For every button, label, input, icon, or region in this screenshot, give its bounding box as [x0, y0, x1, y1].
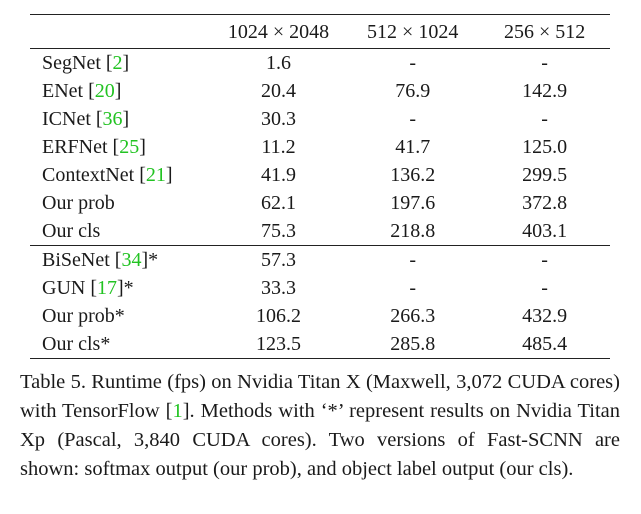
fps-value: 125.0 — [522, 136, 568, 158]
method-name: ContextNet [21] — [30, 161, 211, 189]
fps-value: - — [409, 52, 417, 74]
header-resolution-256x512: 256 × 512 — [503, 21, 586, 43]
table-header-row: 1024 × 2048 512 × 1024 256 × 512 — [30, 15, 610, 49]
table-row: BiSeNet [34]* 57.3 - - — [30, 245, 610, 275]
method-name: Our cls* — [30, 330, 211, 359]
method-name: SegNet [2] — [30, 49, 211, 78]
header-resolution-1024x2048: 1024 × 2048 — [227, 21, 330, 43]
fps-value: 33.3 — [261, 277, 297, 299]
method-name: ICNet [36] — [30, 105, 211, 133]
fps-value: 197.6 — [390, 192, 436, 214]
fps-value: 20.4 — [261, 80, 297, 102]
fps-value: 403.1 — [522, 220, 568, 242]
method-name: BiSeNet [34]* — [30, 246, 211, 275]
citation-link[interactable]: 17 — [97, 277, 117, 299]
fps-value: 41.9 — [261, 164, 297, 186]
runtime-table: 1024 × 2048 512 × 1024 256 × 512 SegNet … — [30, 14, 610, 359]
table-row: ENet [20] 20.4 76.9 142.9 — [30, 77, 610, 105]
fps-value: 41.7 — [395, 136, 431, 158]
method-name: Our prob* — [30, 302, 211, 330]
table-row: Our cls* 123.5 285.8 485.4 — [30, 330, 610, 359]
fps-value: 299.5 — [522, 164, 568, 186]
method-suffix: ] — [165, 164, 173, 186]
fps-value: 75.3 — [261, 220, 297, 242]
method-name: Our prob — [30, 189, 211, 217]
method-label: Our cls — [42, 220, 101, 242]
fps-value: 106.2 — [256, 305, 302, 327]
citation-link[interactable]: 20 — [94, 80, 115, 102]
fps-value: 62.1 — [261, 192, 297, 214]
method-label: BiSeNet [ — [42, 249, 122, 271]
runtime-table-container: 1024 × 2048 512 × 1024 256 × 512 SegNet … — [30, 14, 610, 359]
method-label: SegNet [ — [42, 52, 113, 74]
method-name: GUN [17]* — [30, 274, 211, 302]
citation-link[interactable]: 36 — [102, 108, 123, 130]
fps-value: 76.9 — [395, 80, 431, 102]
fps-value: 266.3 — [390, 305, 436, 327]
method-suffix: ] — [122, 52, 130, 74]
fps-value: 30.3 — [261, 108, 297, 130]
method-label: ENet [ — [42, 80, 95, 102]
method-name: Our cls — [30, 217, 211, 246]
table-caption: Table 5. Runtime (fps) on Nvidia Titan X… — [20, 368, 620, 484]
fps-value: 142.9 — [522, 80, 568, 102]
method-suffix: ] — [139, 136, 146, 158]
table-row: SegNet [2] 1.6 - - — [30, 49, 610, 78]
fps-value: - — [541, 52, 548, 74]
method-label: Our prob — [42, 192, 115, 214]
citation-link[interactable]: 25 — [119, 136, 140, 158]
fps-value: 285.8 — [390, 333, 436, 355]
fps-value: - — [541, 249, 548, 271]
method-label: Our cls* — [42, 333, 111, 355]
method-label: GUN [ — [42, 277, 97, 299]
fps-value: 123.5 — [256, 333, 302, 355]
table-row: Our cls 75.3 218.8 403.1 — [30, 217, 610, 246]
method-label: Our prob* — [42, 305, 125, 327]
fps-value: 485.4 — [522, 333, 568, 355]
table-body: SegNet [2] 1.6 - - ENet [20] 20.4 76.9 142.9 ICN… — [30, 49, 610, 359]
table-row: Our prob* 106.2 266.3 432.9 — [30, 302, 610, 330]
caption-text-end: ]. Methods with ‘*’ represent results on… — [20, 400, 620, 480]
fps-value: 432.9 — [522, 305, 568, 327]
method-suffix: ] — [114, 80, 122, 102]
method-label: ICNet [ — [42, 108, 103, 130]
table-row: ICNet [36] 30.3 - - — [30, 105, 610, 133]
method-label: ERFNet [ — [42, 136, 120, 158]
table-row: GUN [17]* 33.3 - - — [30, 274, 610, 302]
method-name: ERFNet [25] — [30, 133, 211, 161]
method-label: ContextNet [ — [42, 164, 146, 186]
table-row: Our prob 62.1 197.6 372.8 — [30, 189, 610, 217]
fps-value: 218.8 — [390, 220, 436, 242]
fps-value: 57.3 — [261, 249, 297, 271]
table-row: ERFNet [25] 11.2 41.7 125.0 — [30, 133, 610, 161]
citation-link[interactable]: 2 — [112, 52, 123, 74]
table-row: ContextNet [21] 41.9 136.2 299.5 — [30, 161, 610, 189]
fps-value: 136.2 — [390, 164, 436, 186]
fps-value: - — [409, 249, 417, 271]
method-suffix: ] — [122, 108, 130, 130]
fps-value: - — [541, 108, 548, 130]
header-resolution-512x1024: 512 × 1024 — [367, 21, 459, 43]
header-method — [30, 15, 211, 49]
fps-value: 372.8 — [522, 192, 568, 214]
fps-value: 11.2 — [261, 136, 296, 158]
citation-link[interactable]: 34 — [121, 249, 142, 271]
fps-value: - — [409, 108, 417, 130]
caption-citation[interactable]: 1 — [172, 400, 183, 422]
fps-value: - — [409, 277, 417, 299]
caption-text-start: Table 5. Runtime (fps) on Nvidia Titan X… — [20, 371, 620, 422]
fps-value: 1.6 — [266, 52, 292, 74]
method-suffix: ]* — [141, 249, 159, 271]
method-name: ENet [20] — [30, 77, 211, 105]
fps-value: - — [541, 277, 548, 299]
citation-link[interactable]: 21 — [145, 164, 166, 186]
method-suffix: ]* — [117, 277, 134, 299]
